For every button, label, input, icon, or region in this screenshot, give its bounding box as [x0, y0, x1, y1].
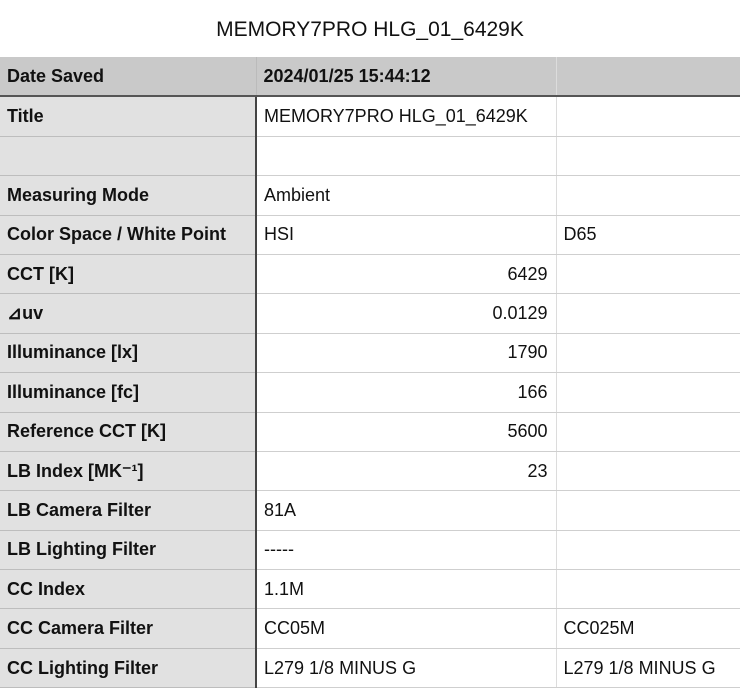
row-label[interactable]: Reference CCT [K]: [0, 412, 257, 452]
row-extra[interactable]: [556, 530, 740, 571]
row-value[interactable]: 166: [256, 372, 557, 413]
row-extra[interactable]: [556, 96, 740, 137]
table-row: LB Camera Filter 81A: [0, 490, 740, 531]
row-extra[interactable]: D65: [556, 215, 740, 255]
row-extra[interactable]: [556, 333, 740, 374]
row-label[interactable]: CCT [K]: [0, 254, 257, 295]
table-row: Illuminance [lx] 1790: [0, 333, 740, 374]
row-extra[interactable]: [556, 372, 740, 413]
table-row: CC Index 1.1M: [0, 569, 740, 610]
table-row: Reference CCT [K] 5600: [0, 412, 740, 452]
row-value[interactable]: L279 1/8 MINUS G: [256, 648, 557, 688]
document-title: MEMORY7PRO HLG_01_6429K: [216, 18, 524, 41]
header-value[interactable]: 2024/01/25 15:44:12: [256, 57, 557, 98]
header-label[interactable]: Date Saved: [0, 57, 257, 98]
table-row: Illuminance [fc] 166: [0, 372, 740, 413]
row-label[interactable]: LB Lighting Filter: [0, 530, 257, 571]
measurement-table: Date Saved 2024/01/25 15:44:12 Title MEMO…: [0, 57, 740, 688]
row-value[interactable]: HSI: [256, 215, 557, 255]
table-row: Color Space / White Point HSI D65: [0, 215, 740, 255]
row-value[interactable]: 1.1M: [256, 569, 557, 610]
row-label[interactable]: [0, 136, 257, 177]
row-value[interactable]: MEMORY7PRO HLG_01_6429K: [256, 96, 557, 137]
table-row: LB Index [MK⁻¹] 23: [0, 451, 740, 492]
table-row: [0, 136, 740, 177]
table-row: CC Camera Filter CC05M CC025M: [0, 608, 740, 649]
header-row: Date Saved 2024/01/25 15:44:12: [0, 57, 740, 98]
row-extra[interactable]: [556, 412, 740, 452]
table-row: CCT [K] 6429: [0, 254, 740, 295]
row-value[interactable]: -----: [256, 530, 557, 571]
row-value[interactable]: CC05M: [256, 608, 557, 649]
row-label[interactable]: Illuminance [lx]: [0, 333, 257, 374]
row-label[interactable]: LB Index [MK⁻¹]: [0, 451, 257, 492]
row-extra[interactable]: [556, 569, 740, 610]
row-label[interactable]: CC Index: [0, 569, 257, 610]
row-value[interactable]: 0.0129: [256, 293, 557, 334]
row-label[interactable]: CC Camera Filter: [0, 608, 257, 649]
row-label[interactable]: ⊿uv: [0, 293, 257, 334]
row-label[interactable]: Illuminance [fc]: [0, 372, 257, 413]
table-row: ⊿uv 0.0129: [0, 293, 740, 334]
row-value[interactable]: 23: [256, 451, 557, 492]
row-label[interactable]: Color Space / White Point: [0, 215, 257, 255]
row-extra[interactable]: [556, 254, 740, 295]
row-value[interactable]: [256, 136, 557, 177]
row-extra[interactable]: [556, 136, 740, 177]
row-extra[interactable]: [556, 490, 740, 531]
row-extra[interactable]: CC025M: [556, 608, 740, 649]
row-value[interactable]: 81A: [256, 490, 557, 531]
table-row: CC Lighting Filter L279 1/8 MINUS G L279 1…: [0, 648, 740, 688]
row-extra[interactable]: [556, 451, 740, 492]
row-value[interactable]: 5600: [256, 412, 557, 452]
row-extra[interactable]: L279 1/8 MINUS G: [556, 648, 740, 688]
row-value[interactable]: 1790: [256, 333, 557, 374]
row-extra[interactable]: [556, 293, 740, 334]
row-label[interactable]: Measuring Mode: [0, 175, 257, 216]
header-extra[interactable]: [556, 57, 740, 98]
row-value[interactable]: Ambient: [256, 175, 557, 216]
row-value[interactable]: 6429: [256, 254, 557, 295]
table-row: Measuring Mode Ambient: [0, 175, 740, 216]
row-label[interactable]: Title: [0, 96, 257, 137]
table-row: Title MEMORY7PRO HLG_01_6429K: [0, 96, 740, 137]
row-label[interactable]: CC Lighting Filter: [0, 648, 257, 688]
table-row: LB Lighting Filter -----: [0, 530, 740, 571]
row-label[interactable]: LB Camera Filter: [0, 490, 257, 531]
row-extra[interactable]: [556, 175, 740, 216]
